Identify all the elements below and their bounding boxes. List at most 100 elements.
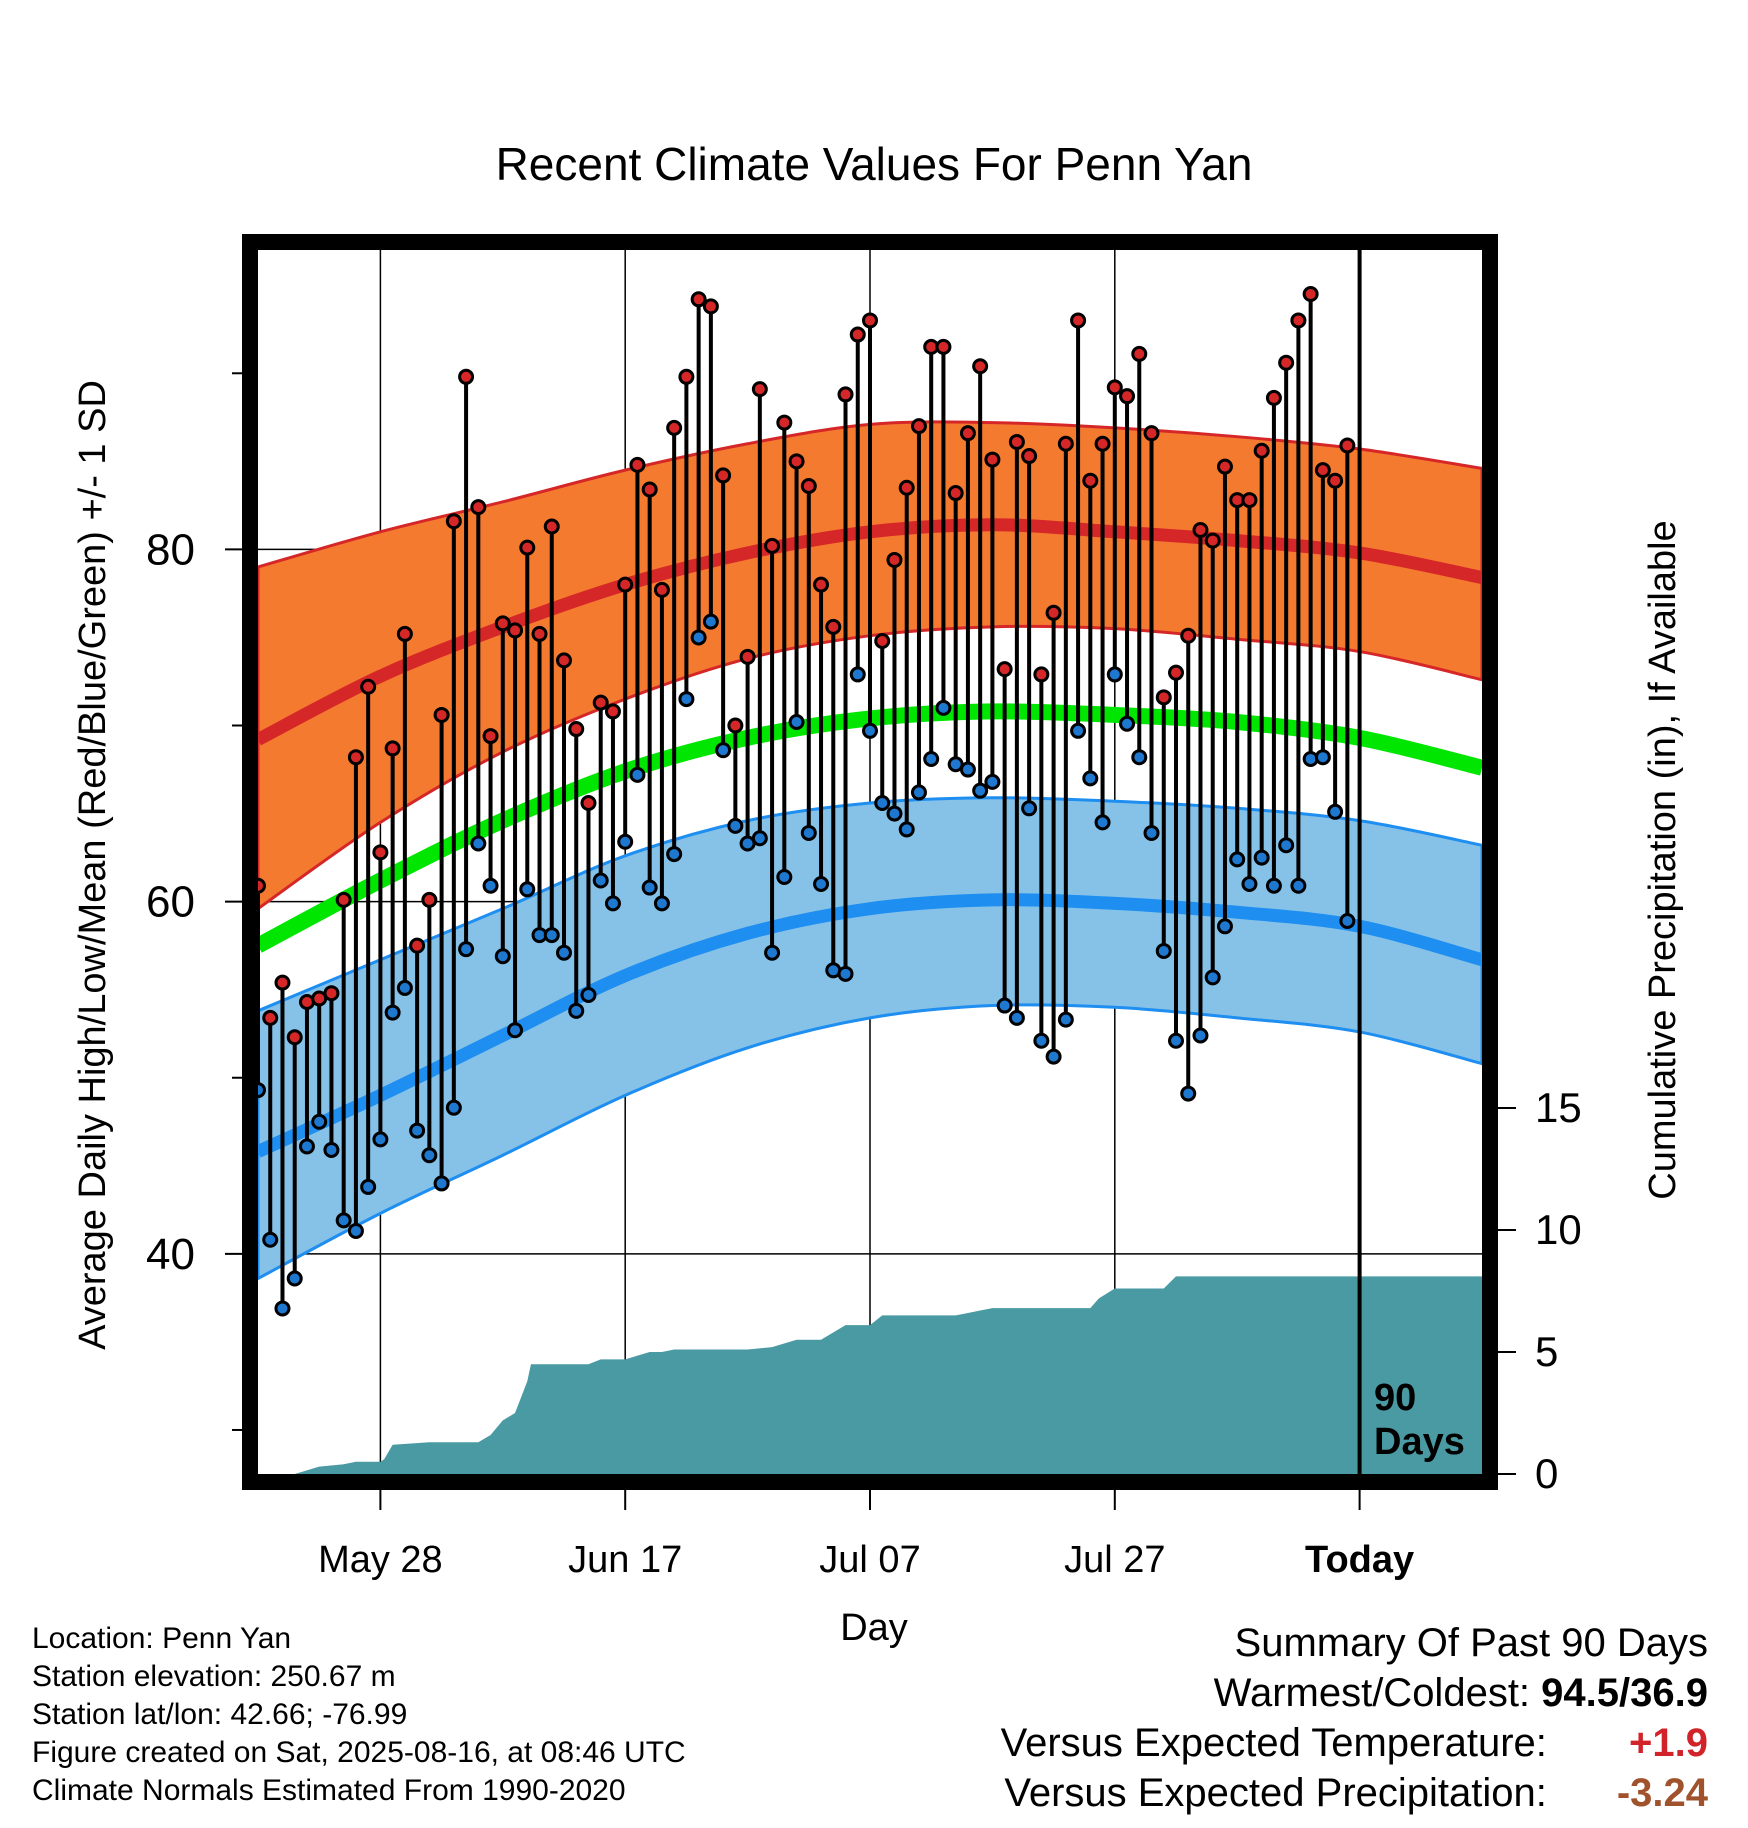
daily-high-point	[874, 632, 891, 649]
daily-low-point	[1339, 912, 1356, 929]
today-label-line2: Days	[1374, 1421, 1465, 1463]
daily-high-point	[568, 721, 585, 738]
daily-high-point	[1302, 286, 1319, 303]
daily-low-point	[886, 805, 903, 822]
daily-high-point	[482, 728, 499, 745]
daily-high-point	[1278, 354, 1295, 371]
y-tick-label: 60	[146, 878, 195, 927]
daily-high-point	[1131, 345, 1148, 362]
daily-high-point	[507, 622, 524, 639]
daily-high-point	[1094, 435, 1111, 452]
daily-low-point	[1265, 877, 1282, 894]
daily-high-point	[849, 326, 866, 343]
precip-area	[258, 1276, 1482, 1474]
daily-high-point	[764, 537, 781, 554]
daily-high-point	[323, 985, 340, 1002]
chart-title: Recent Climate Values For Penn Yan	[496, 138, 1253, 190]
x-axis-label: Day	[840, 1607, 908, 1649]
daily-high-point	[1168, 664, 1184, 681]
daily-high-point	[458, 368, 475, 385]
daily-high-point	[384, 740, 401, 757]
daily-low-point	[715, 742, 732, 759]
x-tick-label: Jun 17	[568, 1539, 682, 1581]
daily-high-point	[886, 551, 903, 568]
daily-low-point	[678, 691, 695, 708]
daily-low-point	[384, 1004, 401, 1021]
daily-high-point	[776, 414, 793, 431]
daily-high-point	[1204, 532, 1221, 549]
daily-low-point	[1180, 1085, 1197, 1102]
summary-panel: Summary Of Past 90 Days Warmest/Coldest:…	[1001, 1618, 1708, 1818]
daily-high-point	[1082, 472, 1099, 489]
daily-low-point	[776, 868, 793, 885]
daily-low-point	[556, 944, 572, 961]
daily-high-point	[1216, 458, 1233, 475]
daily-low-point	[898, 821, 915, 838]
daily-high-point	[1057, 435, 1074, 452]
daily-low-point	[470, 835, 487, 852]
daily-high-point	[286, 1029, 303, 1046]
daily-high-point	[604, 703, 621, 720]
daily-low-point	[800, 824, 817, 841]
daily-low-point	[580, 986, 597, 1003]
y2-tick-label: 10	[1535, 1206, 1582, 1253]
y2-tick-label: 5	[1535, 1328, 1558, 1375]
daily-low-point	[396, 979, 413, 996]
daily-high-point	[641, 481, 658, 498]
daily-low-point	[1131, 749, 1148, 766]
daily-high-point	[519, 539, 536, 556]
daily-high-point	[739, 648, 756, 665]
daily-low-point	[629, 766, 646, 783]
daily-high-point	[1339, 437, 1356, 454]
daily-low-point	[421, 1147, 438, 1164]
daily-high-point	[592, 694, 609, 711]
warm-cold-label: Warmest/Coldest:	[1213, 1671, 1531, 1715]
daily-low-point	[910, 784, 927, 801]
daily-low-point	[959, 761, 976, 778]
daily-low-point	[568, 1002, 585, 1019]
daily-low-point	[1290, 877, 1307, 894]
daily-high-point	[1045, 604, 1062, 621]
y2-axis-label: Cumulative Precipitation (in), If Availa…	[1642, 520, 1684, 1199]
daily-high-point	[531, 625, 548, 642]
high-normal-band	[256, 420, 1484, 912]
axes: 40 60 80 0 5 10 15 May 28 Jun 17 Jul 07 Jul 27 Toda…	[146, 372, 1582, 1581]
location-text: Location: Penn Yan	[32, 1622, 292, 1655]
daily-low-point	[874, 795, 891, 812]
daily-high-point	[1265, 389, 1282, 406]
daily-low-point	[862, 722, 878, 739]
daily-high-point	[629, 456, 646, 473]
daily-high-point	[1192, 522, 1209, 539]
daily-high-point	[1143, 425, 1160, 442]
daily-low-point	[813, 876, 830, 893]
daily-low-point	[1327, 803, 1344, 820]
x-tick-label: May 28	[318, 1539, 443, 1581]
x-tick-label: Jul 07	[819, 1539, 920, 1581]
daily-high-point	[751, 381, 768, 398]
daily-high-point	[862, 312, 878, 329]
today-label-line1: 90	[1374, 1377, 1416, 1419]
daily-low-point	[1241, 876, 1258, 893]
daily-low-point	[751, 830, 768, 847]
daily-high-point	[580, 795, 597, 812]
created-text: Figure created on Sat, 2025-08-16, at 08…	[32, 1736, 686, 1769]
daily-low-point	[1278, 837, 1295, 854]
daily-high-point	[1290, 312, 1307, 329]
temp-row: Versus Expected Temperature: +1.9	[1001, 1718, 1708, 1768]
daily-high-point	[690, 291, 707, 308]
daily-low-point	[445, 1099, 462, 1116]
daily-high-point	[1008, 433, 1025, 450]
plot-border	[242, 234, 1498, 1490]
daily-high-point	[1327, 472, 1344, 489]
daily-low-point	[1033, 1032, 1050, 1049]
daily-low-point	[1168, 1032, 1184, 1049]
daily-low-point	[507, 1022, 524, 1039]
daily-high-point	[556, 652, 572, 669]
daily-low-point	[617, 833, 634, 850]
daily-high-point	[360, 678, 377, 695]
daily-low-point	[1094, 814, 1111, 831]
daily-low-point	[1106, 666, 1123, 683]
daily-high-point	[1155, 689, 1172, 706]
daily-high-point	[788, 453, 805, 470]
precip-row: Versus Expected Precipitation: -3.24	[1001, 1768, 1708, 1818]
